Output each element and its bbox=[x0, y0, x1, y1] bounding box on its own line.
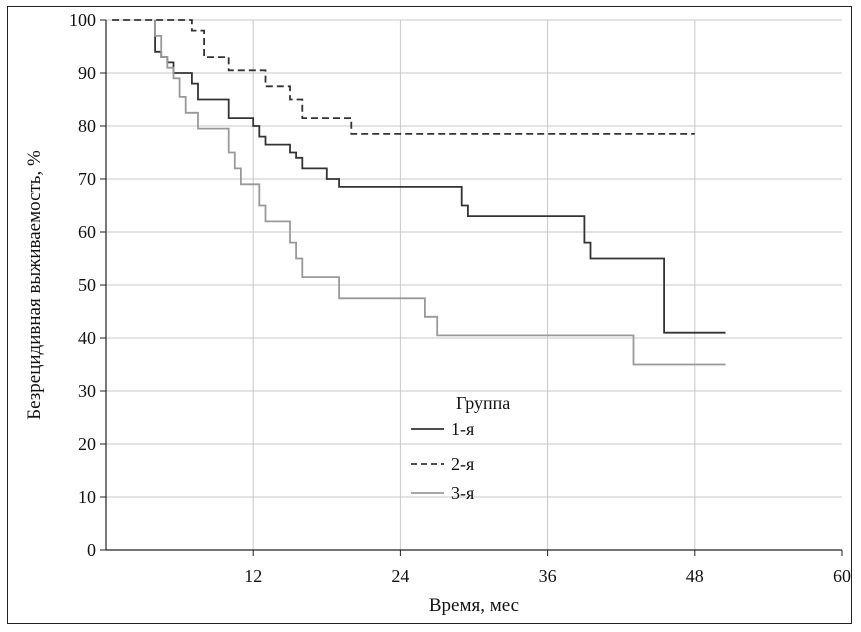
x-tick-label: 36 bbox=[539, 566, 557, 586]
legend-label-group-1: 1-я bbox=[451, 419, 474, 439]
series-line-group-2 bbox=[112, 19, 695, 135]
x-tick-label: 12 bbox=[244, 566, 262, 586]
y-axis-label: Безрецидивная выживаемость, % bbox=[24, 150, 45, 420]
x-tick-label: 60 bbox=[833, 566, 851, 586]
x-tick-label: 24 bbox=[391, 566, 409, 586]
y-tick-label: 80 bbox=[78, 116, 96, 136]
legend-label-group-2: 2-я bbox=[451, 454, 474, 474]
series-line-group-3 bbox=[154, 20, 726, 366]
x-tick-label: 48 bbox=[686, 566, 704, 586]
tick-labels: 0 10 20 30 40 50 60 70 80 90 100 12 24 36 48 60 bbox=[69, 10, 851, 586]
legend: Группа 1-я 2-я 3-я bbox=[411, 393, 510, 503]
y-tick-label: 100 bbox=[69, 10, 96, 30]
grid bbox=[106, 19, 842, 550]
axes bbox=[100, 19, 843, 556]
y-tick-label: 90 bbox=[78, 63, 96, 83]
y-tick-label: 30 bbox=[78, 381, 96, 401]
y-tick-label: 70 bbox=[78, 169, 96, 189]
y-tick-label: 10 bbox=[78, 487, 96, 507]
x-axis-label: Время, мес bbox=[429, 595, 519, 616]
series-layer bbox=[112, 19, 726, 366]
y-tick-label: 60 bbox=[78, 222, 96, 242]
y-tick-label: 50 bbox=[78, 275, 96, 295]
legend-label-group-3: 3-я bbox=[451, 483, 474, 503]
y-tick-label: 0 bbox=[87, 540, 96, 560]
y-tick-label: 40 bbox=[78, 328, 96, 348]
legend-title: Группа bbox=[456, 393, 510, 413]
y-tick-label: 20 bbox=[78, 434, 96, 454]
